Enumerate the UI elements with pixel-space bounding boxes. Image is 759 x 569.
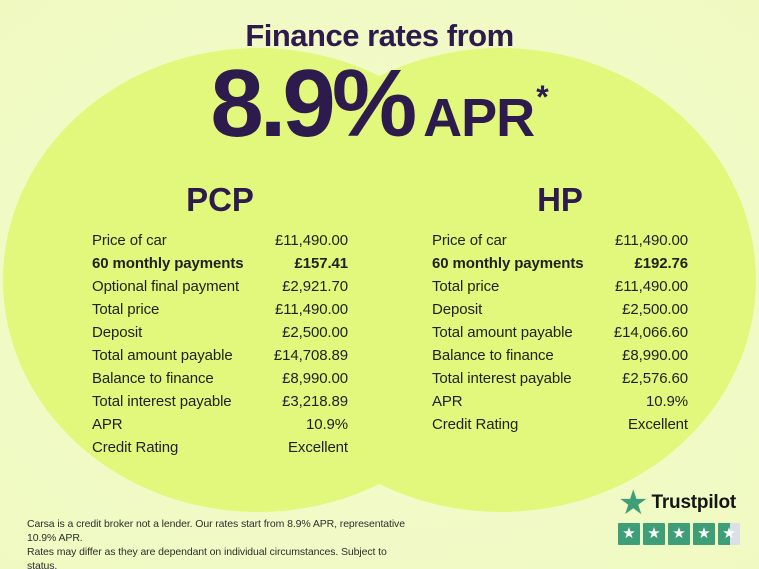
disclaimer-line-2: Rates may differ as they are dependant o… bbox=[27, 546, 387, 569]
row-value: £11,490.00 bbox=[275, 301, 348, 318]
table-row: Deposit £2,500.00 bbox=[432, 298, 688, 321]
row-label: Optional final payment bbox=[92, 278, 240, 295]
row-value: £11,490.00 bbox=[615, 232, 688, 249]
row-label: Total amount payable bbox=[432, 324, 573, 341]
hero-title: Finance rates from bbox=[245, 18, 514, 53]
row-value: £14,708.89 bbox=[273, 347, 348, 364]
table-row: Balance to finance £8,990.00 bbox=[92, 367, 348, 390]
row-value: £192.76 bbox=[634, 255, 688, 272]
table-row: APR 10.9% bbox=[92, 413, 348, 436]
row-label: Total price bbox=[432, 278, 500, 295]
pcp-table: PCP Price of car £11,490.00 60 monthly p… bbox=[92, 183, 348, 459]
row-label: Price of car bbox=[92, 232, 167, 249]
row-value: 10.9% bbox=[305, 416, 348, 433]
hero-rate: 8.9% bbox=[210, 49, 417, 157]
row-label: 60 monthly payments bbox=[92, 255, 244, 272]
table-row: Deposit £2,500.00 bbox=[92, 321, 348, 344]
hp-table: HP Price of car £11,490.00 60 monthly pa… bbox=[432, 183, 688, 436]
star-half-icon: ★ bbox=[718, 523, 740, 545]
table-row: Total amount payable £14,066.60 bbox=[432, 321, 688, 344]
row-label: Credit Rating bbox=[92, 439, 179, 456]
table-row: Optional final payment £2,921.70 bbox=[92, 275, 348, 298]
row-label: Deposit bbox=[92, 324, 143, 341]
row-value: £11,490.00 bbox=[615, 278, 688, 295]
row-value: £2,500.00 bbox=[282, 324, 348, 341]
row-value: £3,218.89 bbox=[282, 393, 348, 410]
table-row: Price of car £11,490.00 bbox=[432, 229, 688, 252]
trustpilot-star-icon: ★ bbox=[618, 484, 649, 522]
star-icon: ★ bbox=[618, 523, 640, 545]
row-label: Balance to finance bbox=[432, 347, 554, 364]
row-label: Price of car bbox=[432, 232, 507, 249]
row-value: £2,921.70 bbox=[282, 278, 348, 295]
trustpilot-wordmark: Trustpilot bbox=[651, 492, 737, 513]
row-label: Balance to finance bbox=[92, 370, 214, 387]
table-row: Total interest payable £3,218.89 bbox=[92, 390, 348, 413]
row-label: Total price bbox=[92, 301, 160, 318]
table-row: Price of car £11,490.00 bbox=[92, 229, 348, 252]
hero: Finance rates from 8.9% APR* bbox=[0, 18, 759, 152]
row-value: Excellent bbox=[628, 416, 688, 433]
disclaimer: Carsa is a credit broker not a lender. O… bbox=[27, 517, 412, 569]
row-value: £2,576.60 bbox=[622, 370, 688, 387]
star-icon: ★ bbox=[693, 523, 715, 545]
pcp-heading: PCP bbox=[186, 181, 254, 218]
star-icon: ★ bbox=[643, 523, 665, 545]
trustpilot-rating-stars: ★ ★ ★ ★ ★ bbox=[618, 523, 740, 545]
row-label: Credit Rating bbox=[432, 416, 519, 433]
row-value: £8,990.00 bbox=[622, 347, 688, 364]
background-blob-right bbox=[246, 48, 756, 512]
hero-asterisk: * bbox=[536, 78, 549, 115]
row-value: £2,500.00 bbox=[622, 301, 688, 318]
row-value: £157.41 bbox=[294, 255, 348, 272]
row-value: £11,490.00 bbox=[275, 232, 348, 249]
table-row: Total price £11,490.00 bbox=[92, 298, 348, 321]
table-row: Balance to finance £8,990.00 bbox=[432, 344, 688, 367]
row-value: Excellent bbox=[288, 439, 348, 456]
disclaimer-line-1: Carsa is a credit broker not a lender. O… bbox=[27, 518, 405, 544]
table-row: Credit Rating Excellent bbox=[432, 413, 688, 436]
table-row: Credit Rating Excellent bbox=[92, 436, 348, 459]
table-row: 60 monthly payments £157.41 bbox=[92, 252, 348, 275]
row-label: Total amount payable bbox=[92, 347, 233, 364]
row-label: 60 monthly payments bbox=[432, 255, 584, 272]
row-label: Total interest payable bbox=[432, 370, 572, 387]
row-label: APR bbox=[432, 393, 463, 410]
trustpilot-badge: ★ Trustpilot bbox=[618, 484, 737, 522]
table-row: Total interest payable £2,576.60 bbox=[432, 367, 688, 390]
row-label: APR bbox=[92, 416, 123, 433]
table-row: APR 10.9% bbox=[432, 390, 688, 413]
row-value: £8,990.00 bbox=[282, 370, 348, 387]
hero-rate-line: 8.9% APR* bbox=[0, 55, 759, 152]
table-row: Total price £11,490.00 bbox=[432, 275, 688, 298]
row-label: Deposit bbox=[432, 301, 483, 318]
row-value: 10.9% bbox=[645, 393, 688, 410]
hero-rate-unit: APR bbox=[423, 87, 535, 148]
row-label: Total interest payable bbox=[92, 393, 232, 410]
hp-heading: HP bbox=[537, 181, 583, 218]
star-icon: ★ bbox=[668, 523, 690, 545]
table-row: Total amount payable £14,708.89 bbox=[92, 344, 348, 367]
table-row: 60 monthly payments £192.76 bbox=[432, 252, 688, 275]
row-value: £14,066.60 bbox=[613, 324, 688, 341]
